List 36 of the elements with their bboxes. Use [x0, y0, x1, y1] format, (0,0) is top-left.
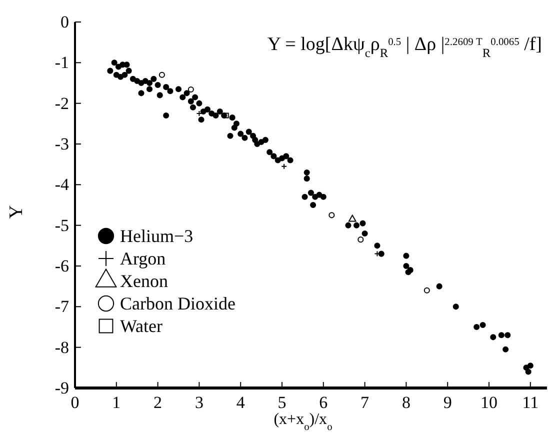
- x-tick-label: 4: [236, 393, 246, 412]
- point: [196, 110, 202, 116]
- legend-label: Helium−3: [120, 226, 194, 246]
- point: [188, 86, 194, 93]
- y-tick-label: -2: [54, 94, 69, 113]
- x-tick-label: 2: [154, 393, 162, 412]
- y-tick-label: -3: [54, 134, 69, 154]
- x-tick-label: 7: [360, 393, 370, 412]
- x-tick-label: 9: [443, 393, 452, 412]
- x-tick-label: 8: [402, 393, 410, 412]
- y-tick-label: -6: [54, 256, 69, 276]
- y-tick-label: 0: [60, 12, 69, 32]
- legend-label: Xenon: [120, 271, 168, 291]
- legend-label: Argon: [120, 248, 166, 268]
- y-tick-label: -8: [54, 338, 69, 357]
- x-tick-label: 1: [112, 393, 121, 412]
- y-tick-label: -9: [54, 378, 69, 398]
- x-tick-label: 11: [522, 393, 539, 412]
- point: [348, 214, 356, 222]
- y-tick-label: -7: [54, 297, 70, 316]
- legend-label: Water: [120, 316, 163, 336]
- x-axis-title: (x+x$_{o}$)/x$_{o}$: [274, 411, 332, 432]
- y-tick-label: -4: [54, 175, 70, 194]
- y-tick-label: -1: [54, 53, 69, 72]
- x-tick-label: 3: [194, 393, 204, 412]
- x-tick-label: 5: [278, 393, 286, 412]
- point: [281, 163, 288, 170]
- point: [358, 236, 364, 243]
- y-axis-title: Y: [6, 204, 27, 219]
- y-tick-label: -5: [54, 216, 69, 235]
- x-tick-label: 6: [319, 393, 328, 412]
- point: [158, 72, 165, 78]
- x-tick-label: 10: [480, 393, 498, 412]
- point: [424, 287, 430, 294]
- point: [328, 212, 335, 218]
- legend-label: Carbon Dioxide: [120, 294, 236, 314]
